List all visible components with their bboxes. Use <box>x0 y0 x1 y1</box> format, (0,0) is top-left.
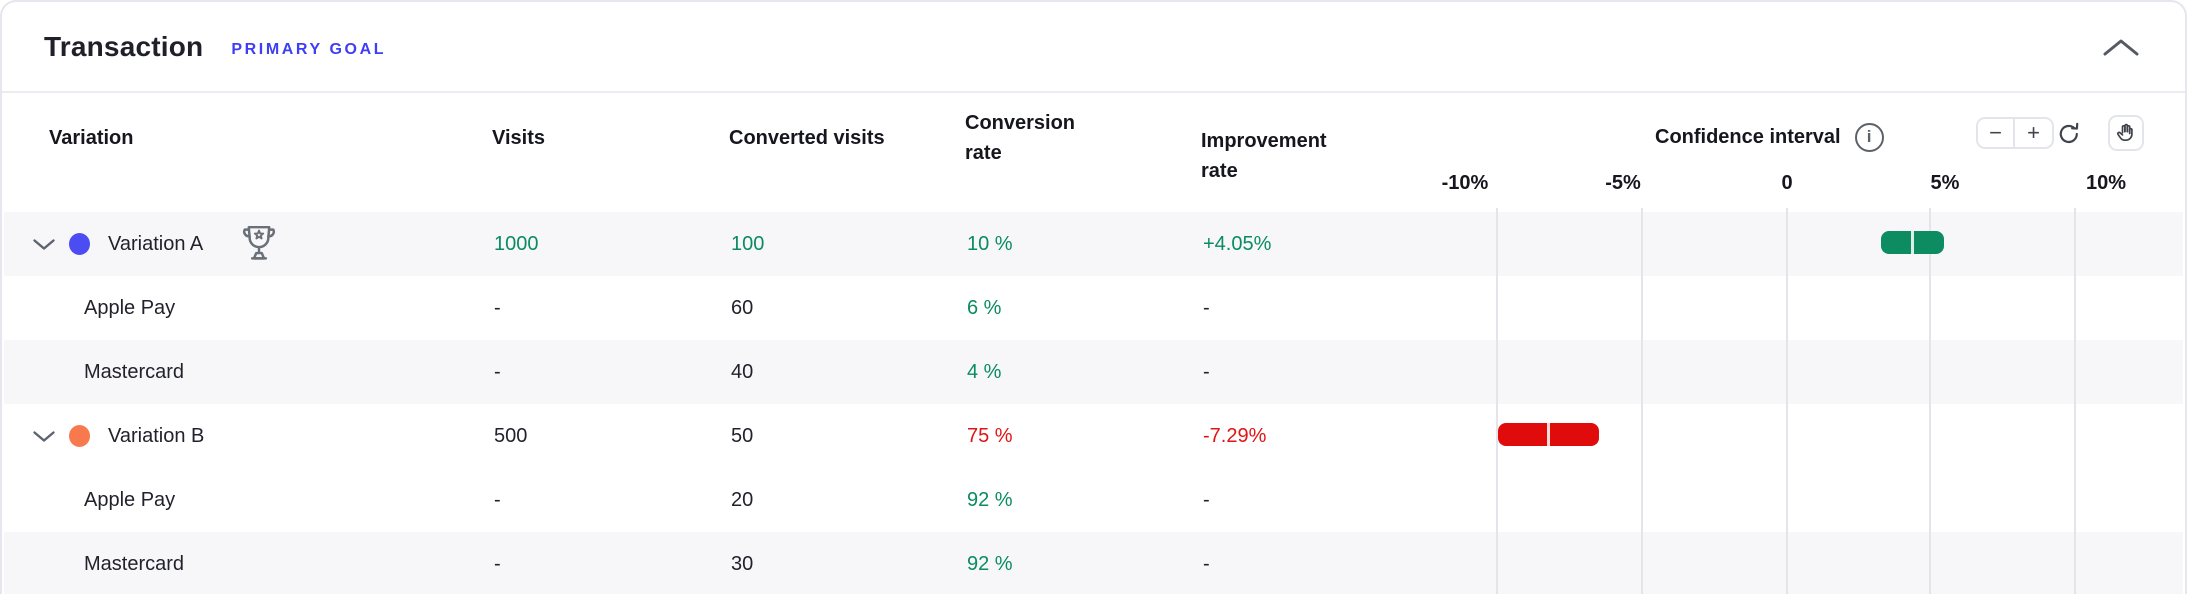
conversion-rate-value: 6 % <box>967 297 1002 319</box>
conversion-rate-value: 92 % <box>967 553 1013 575</box>
variation-color-dot <box>69 425 90 447</box>
column-header-variation: Variation <box>49 127 134 149</box>
improvement-rate-value: +4.05% <box>1203 233 1272 255</box>
converted-visits-value: 50 <box>731 425 754 447</box>
sub-row-label: Apple Pay <box>84 489 176 511</box>
visits-value: - <box>494 361 501 383</box>
improvement-rate-value: - <box>1203 489 1210 511</box>
chevron-up-icon <box>2102 36 2140 58</box>
visits-value: - <box>494 297 501 319</box>
conversion-rate-value: 75 % <box>967 425 1013 447</box>
zoom-button-group: − + <box>1976 117 2054 149</box>
gridline <box>1641 208 1643 594</box>
axis-tick: -10% <box>1441 172 1489 194</box>
confidence-interval-label: Confidence interval <box>1655 126 1841 148</box>
column-header-improvement-rate: Improvement rate <box>1201 130 1327 182</box>
zoom-in-button[interactable]: + <box>2015 119 2052 147</box>
info-icon[interactable]: i <box>1854 122 1884 152</box>
conversion-rate-value: 10 % <box>967 233 1013 255</box>
conversion-rate-value: 92 % <box>967 489 1013 511</box>
variation-color-dot <box>69 233 90 255</box>
visits-value: 500 <box>494 425 528 447</box>
converted-visits-value: 20 <box>731 489 754 511</box>
page-title: Transaction <box>44 30 204 62</box>
improvement-rate-value: - <box>1203 297 1210 319</box>
winner-trophy-icon <box>240 223 278 265</box>
refresh-icon <box>2056 121 2084 147</box>
axis-tick: 5% <box>1930 172 1960 194</box>
results-table-body: Variation A 1000 100 10 % +4.05% <box>4 212 2183 594</box>
gridline <box>2074 208 2076 594</box>
converted-visits-value: 40 <box>731 361 754 383</box>
table-row-apple-pay-a[interactable]: Apple Pay - 60 6 % - <box>4 276 2183 340</box>
minus-icon: − <box>1989 120 2002 145</box>
table-row-mastercard-a[interactable]: Mastercard - 40 4 % - <box>4 340 2183 404</box>
chevron-down-icon[interactable] <box>32 430 56 443</box>
sub-row-label: Apple Pay <box>84 297 176 319</box>
conversion-rate-value: 4 % <box>967 361 1002 383</box>
table-row-variation-a[interactable]: Variation A 1000 100 10 % +4.05% <box>4 212 2183 276</box>
column-header-conversion-rate: Conversion rate <box>965 112 1076 164</box>
zoom-out-button[interactable]: − <box>1978 119 2015 147</box>
chevron-down-icon[interactable] <box>32 238 56 251</box>
collapse-section-button[interactable] <box>2099 30 2143 64</box>
column-header-converted-visits: Converted visits <box>729 127 885 149</box>
visits-value: - <box>494 489 501 511</box>
reset-zoom-button[interactable] <box>2056 120 2084 148</box>
table-row-apple-pay-b[interactable]: Apple Pay - 20 92 % - <box>4 468 2183 532</box>
axis-tick: 0 <box>1781 172 1793 194</box>
column-header-visits: Visits <box>492 127 545 149</box>
gridline <box>1929 208 1931 594</box>
card-titlebar: Transaction PRIMARY GOAL <box>2 2 2185 93</box>
axis-tick: 10% <box>2085 172 2127 194</box>
confidence-interval-bar-negative <box>1498 423 1600 446</box>
plus-icon: + <box>2027 120 2040 145</box>
variation-label: Variation A <box>108 233 204 255</box>
variation-label: Variation B <box>108 425 205 447</box>
gridline <box>1496 208 1498 594</box>
pan-mode-button[interactable] <box>2108 115 2144 151</box>
confidence-interval-header: Confidence interval i <box>1655 120 1884 154</box>
primary-goal-badge: PRIMARY GOAL <box>231 40 387 58</box>
converted-visits-value: 30 <box>731 553 754 575</box>
table-row-variation-b[interactable]: Variation B 500 50 75 % -7.29% <box>4 404 2183 468</box>
hand-icon <box>2116 123 2136 143</box>
table-row-mastercard-b[interactable]: Mastercard - 30 92 % - <box>4 532 2183 594</box>
axis-tick: -5% <box>1605 172 1641 194</box>
improvement-rate-value: - <box>1203 553 1210 575</box>
converted-visits-value: 60 <box>731 297 754 319</box>
sub-row-label: Mastercard <box>84 553 185 575</box>
sub-row-label: Mastercard <box>84 361 185 383</box>
gridline <box>1786 208 1788 594</box>
visits-value: 1000 <box>494 233 539 255</box>
improvement-rate-value: -7.29% <box>1203 425 1267 447</box>
confidence-interval-bar-positive <box>1880 231 1944 254</box>
visits-value: - <box>494 553 501 575</box>
improvement-rate-value: - <box>1203 361 1210 383</box>
converted-visits-value: 100 <box>731 233 765 255</box>
